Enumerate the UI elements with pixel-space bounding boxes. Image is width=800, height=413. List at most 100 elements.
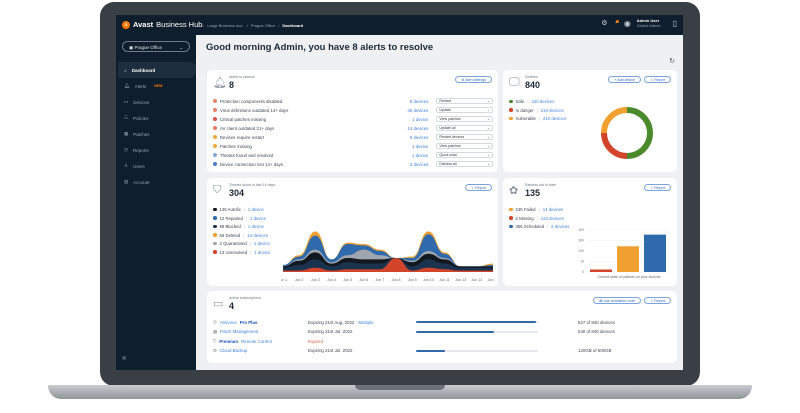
legend-label: Safe [515, 99, 525, 104]
alert-status-icon [213, 162, 217, 166]
selected-action: View patches [439, 117, 461, 121]
top-bar: a Avast Business Hub ⌂ Large Business Acc.… [116, 15, 683, 35]
add-device-button[interactable]: + Add device [608, 76, 641, 83]
alert-devices-link[interactable]: 1 device [411, 116, 429, 122]
sidebar-item-patches[interactable]: ▦ Patches [118, 126, 196, 142]
sidebar-item-dashboard[interactable]: ⌂ Dashboard [118, 62, 196, 78]
usage-bar [416, 349, 538, 352]
chevron-down-icon: ⌄ [486, 162, 490, 166]
legend-label: 2 Missing [515, 215, 534, 221]
alert-action-select[interactable]: Restart devices ⌄ [436, 134, 493, 140]
alert-action-select[interactable]: View patches ⌄ [436, 143, 493, 149]
legend-devices-link[interactable]: 14 devices [247, 232, 268, 238]
x-tick-label: Jun 10 [423, 278, 434, 282]
multiple-link[interactable]: Multiple [358, 319, 374, 325]
subscription-name-link[interactable]: ◎ Antivirus Pro Plus [213, 319, 308, 325]
threats-report-button[interactable]: ⇩ Report [465, 184, 492, 191]
legend-devices-link[interactable]: 1 device [254, 249, 271, 255]
legend-color-dot [509, 224, 513, 229]
legend-devices-link[interactable]: 1 device [253, 241, 270, 246]
alert-action-select[interactable]: Update ⌄ [436, 107, 493, 113]
legend-devices-link[interactable]: 1 device [247, 207, 264, 212]
refresh-icon[interactable]: ↻ [669, 58, 675, 65]
patches-icon: ✿ [509, 185, 519, 197]
new-badge: NEW [154, 84, 163, 88]
sidebar-item-alerts[interactable]: 🔔︎ Alerts NEW [118, 78, 196, 94]
subscription-name: Antivirus [219, 319, 237, 325]
sidebar-item-devices[interactable]: ▭ Devices [118, 94, 196, 110]
alert-action-select[interactable]: Quick scan ⌄ [436, 152, 493, 158]
legend-label: Vulnerable [515, 116, 536, 121]
alert-devices-link[interactable]: 3 devices [409, 161, 429, 167]
alert-action-select[interactable]: Dismiss all ⌄ [436, 161, 493, 167]
legend-devices-link[interactable]: 1 device [247, 224, 264, 229]
office-selector[interactable]: ▣ Prague Office ⌄ [122, 41, 190, 52]
sidebar-item-reports[interactable]: ◷ Reports [118, 142, 196, 158]
home-icon[interactable]: ⌂ [202, 22, 205, 28]
subscription-name-link[interactable]: ⛉ Premium Remote Control [213, 339, 308, 344]
usage-count: 120GB of 500GB [578, 348, 612, 353]
sidebar-item-users[interactable]: ♙ Users [118, 158, 196, 174]
alert-action-select[interactable]: Restart ⌄ [436, 98, 493, 104]
sidebar-item-account[interactable]: ▥ Account [118, 174, 196, 190]
y-tick-label: 0 [582, 270, 584, 274]
legend-devices-link[interactable]: 123 devices [540, 215, 564, 221]
alerts-label: Alerts to resolve [229, 75, 255, 79]
x-tick-label: Jun 8 [392, 278, 401, 282]
y-tick-label: 300 [578, 239, 584, 243]
sidebar-item-label: Patches [133, 131, 150, 137]
activation-code-button[interactable]: ▤ Use activation code [593, 297, 641, 304]
sidebar-item-label: Users [133, 163, 145, 169]
alert-devices-link[interactable]: 1 device [411, 143, 429, 149]
logo[interactable]: a Avast Business Hub [122, 20, 202, 29]
home-icon: ⌂ [124, 67, 127, 73]
alert-action-select[interactable]: View patches ⌄ [436, 116, 493, 122]
alert-row: AV client outdated 21+ days 14 devices Upd… [213, 124, 493, 132]
x-tick-label: Jun 12 [455, 278, 466, 282]
avatar[interactable]: ◉ [623, 18, 631, 28]
alert-row: Device connection lost 14+ days 3 devices… [213, 160, 493, 168]
alert-devices-link[interactable]: 6 devices [409, 134, 429, 140]
alert-devices-link[interactable]: 45 devices [407, 107, 429, 113]
legend-item: 2 Quarantined | 1 device [213, 241, 270, 246]
subscription-row: ⚙ Cloud Backup Expiring 21st Jul. 2022 120G… [213, 347, 673, 355]
legend-item: 356 Scheduled | 6 devices [509, 224, 569, 229]
legend-devices-link[interactable]: 14 devices [542, 207, 564, 212]
brand-bold: Avast [133, 20, 154, 29]
selected-action: Restart [439, 99, 451, 103]
usage-count: 827 of 840 devices [578, 319, 615, 325]
legend-devices-link[interactable]: 420 devices [531, 99, 555, 104]
gear-icon[interactable]: ⚙ [601, 20, 608, 27]
alert-devices-link[interactable]: 6 devices [409, 98, 429, 104]
alert-action-select[interactable]: Update all ⌄ [436, 125, 493, 131]
breadcrumb-office[interactable]: Prague Office [250, 22, 276, 28]
alert-settings-button[interactable]: ⚙ Alert settings [455, 76, 492, 83]
threats-label: Threats found in last 14 days [229, 183, 276, 187]
user-menu[interactable]: Admin User Global Admin [637, 18, 661, 28]
alert-devices-link[interactable]: 1 device [411, 152, 429, 158]
devices-switch-icon[interactable]: ▯ [672, 18, 677, 28]
subscription-expiry: Expiring 21st Jul. 2022 [308, 329, 416, 334]
x-tick-label: Jun 1 [281, 278, 287, 282]
subscription-name-link[interactable]: ▦ Patch Management [213, 329, 308, 335]
alerts-card: 🔔︎ Alerts to resolve 8 ⚙ Alert settings … [207, 70, 498, 172]
devices-report-button[interactable]: ⇩ Report [644, 76, 671, 83]
legend-devices-link[interactable]: 6 devices [551, 224, 570, 229]
main-content: Good morning Admin, you have 8 alerts to… [196, 35, 683, 370]
alert-row: Virus definitions outdated 14+ days 45 de… [213, 106, 493, 114]
subscriptions-report-button[interactable]: ⇩ Report [644, 297, 671, 304]
alert-devices-link[interactable]: 14 devices [407, 125, 429, 131]
notification-icon[interactable]: ◔ [613, 19, 619, 27]
legend-devices-link[interactable]: 210 devices [543, 116, 566, 121]
legend-devices-link[interactable]: 210 devices [540, 107, 564, 113]
separator: / [246, 22, 248, 28]
sidebar-item-policies[interactable]: ☷ Policies [118, 110, 196, 126]
donut-slice-in-danger [601, 132, 628, 159]
breadcrumb-account[interactable]: Large Business Acc. [207, 22, 244, 28]
collapse-sidebar-icon[interactable]: « [122, 353, 127, 362]
sidebar: ▣ Prague Office ⌄ ⌂ Dashboard 🔔︎ Alerts NEW ▭ D… [116, 35, 196, 370]
alert-status-icon [213, 126, 217, 130]
legend-devices-link[interactable]: 1 device [250, 215, 267, 221]
patches-report-button[interactable]: ⇩ Report [644, 184, 671, 191]
subscription-name-link[interactable]: ⚙ Cloud Backup [213, 348, 308, 354]
